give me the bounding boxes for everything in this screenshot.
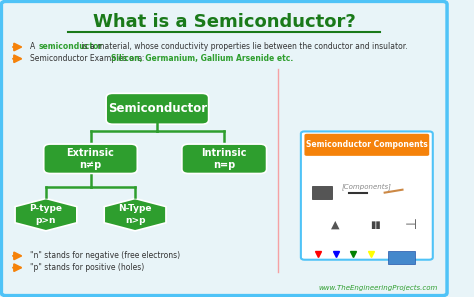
Text: P-type
p>n: P-type p>n bbox=[29, 204, 63, 225]
Text: What is a Semiconductor?: What is a Semiconductor? bbox=[93, 13, 356, 31]
FancyBboxPatch shape bbox=[304, 134, 429, 156]
Text: "n" stands for negative (free electrons): "n" stands for negative (free electrons) bbox=[30, 251, 181, 260]
FancyBboxPatch shape bbox=[106, 93, 209, 124]
FancyBboxPatch shape bbox=[301, 132, 433, 260]
Text: N-Type
n>p: N-Type n>p bbox=[118, 204, 152, 225]
Text: Extrinsic
n≠p: Extrinsic n≠p bbox=[66, 148, 114, 170]
Text: www.TheEngineeringProjects.com: www.TheEngineeringProjects.com bbox=[319, 285, 438, 291]
Text: Semiconductor: Semiconductor bbox=[108, 102, 207, 115]
Text: is a material, whose conductivity properties lie between the conductor and insul: is a material, whose conductivity proper… bbox=[79, 42, 408, 51]
FancyBboxPatch shape bbox=[1, 1, 447, 296]
Text: semiconductor: semiconductor bbox=[38, 42, 102, 51]
Text: Semiconductor Examples are:: Semiconductor Examples are: bbox=[30, 54, 147, 63]
Text: Semiconductor Components: Semiconductor Components bbox=[306, 140, 428, 149]
Polygon shape bbox=[104, 198, 166, 231]
FancyBboxPatch shape bbox=[182, 144, 266, 173]
FancyBboxPatch shape bbox=[388, 251, 415, 264]
Text: "p" stands for positive (holes): "p" stands for positive (holes) bbox=[30, 263, 145, 272]
FancyBboxPatch shape bbox=[44, 144, 137, 173]
Text: ▲: ▲ bbox=[331, 220, 340, 230]
Text: Silicon, Germanium, Gallium Arsenide etc.: Silicon, Germanium, Gallium Arsenide etc… bbox=[110, 54, 293, 63]
FancyBboxPatch shape bbox=[312, 186, 332, 199]
Text: Intrinsic
n=p: Intrinsic n=p bbox=[201, 148, 247, 170]
Text: ⊣: ⊣ bbox=[405, 218, 418, 232]
Polygon shape bbox=[15, 198, 77, 231]
Text: ▮▮: ▮▮ bbox=[370, 220, 381, 230]
Text: [Components]: [Components] bbox=[342, 183, 392, 190]
Text: A: A bbox=[30, 42, 38, 51]
